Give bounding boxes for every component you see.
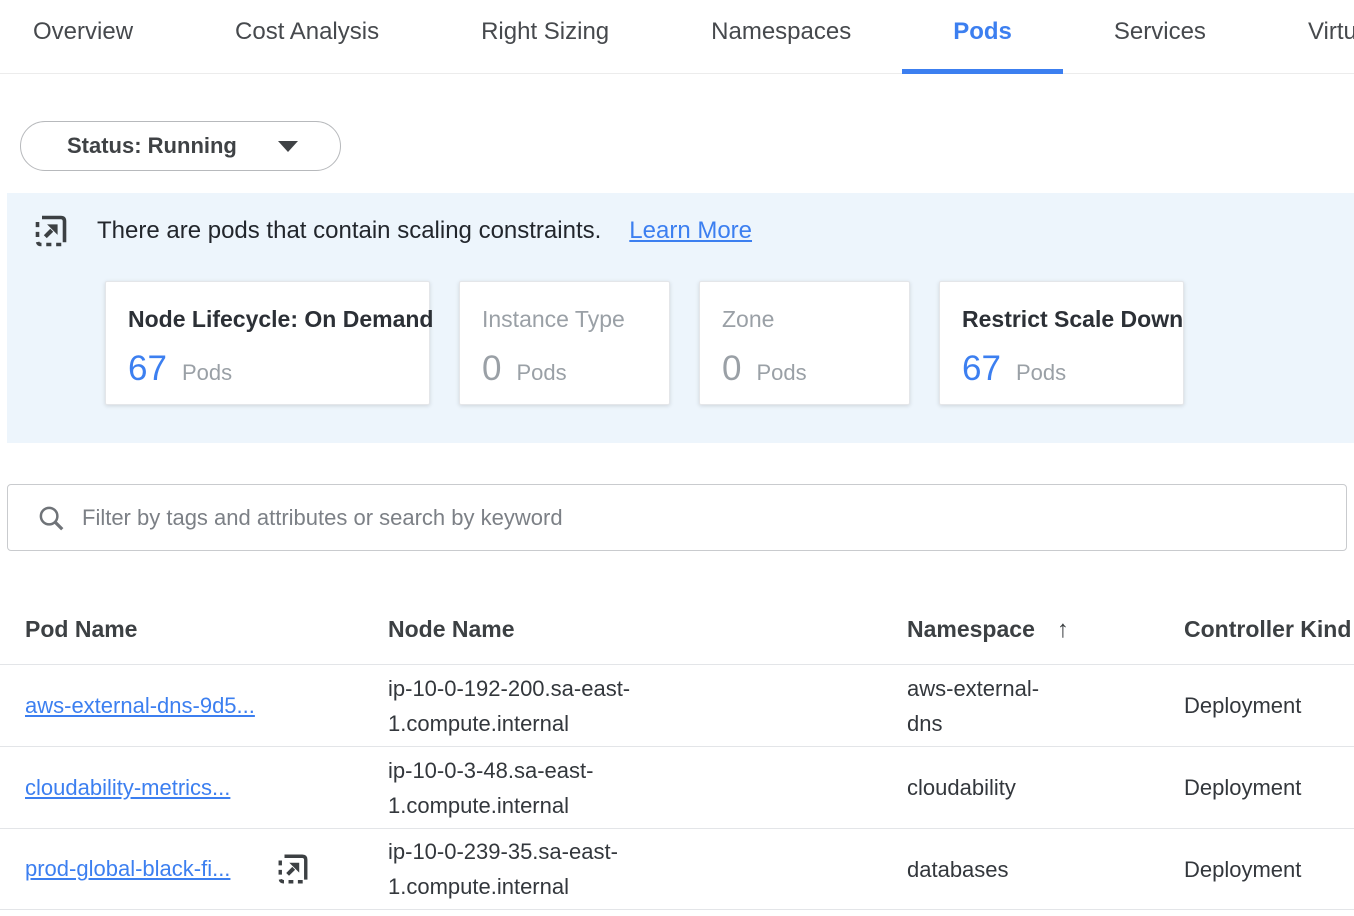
constraint-cards: Node Lifecycle: On Demand 67 Pods Instan… — [105, 281, 1184, 405]
namespace-cell: databases — [907, 856, 1009, 882]
node-name-cell: ip-10-0-192-200.sa-east-1.compute.intern… — [388, 675, 631, 736]
controller-kind-cell: Deployment — [1184, 775, 1302, 800]
column-header-namespace[interactable]: Namespace ↑ — [907, 616, 1184, 644]
search-icon — [36, 503, 66, 533]
tab-right-sizing[interactable]: Right Sizing — [481, 17, 610, 45]
scale-out-icon — [276, 852, 310, 886]
tab-bar: Overview Cost Analysis Right Sizing Name… — [0, 0, 1354, 74]
card-pod-count: 0 — [722, 349, 742, 388]
card-title: Restrict Scale Down — [962, 306, 1184, 332]
node-name-cell: ip-10-0-239-35.sa-east-1.compute.interna… — [388, 839, 618, 899]
pod-name-link[interactable]: prod-global-black-fi... — [25, 856, 231, 881]
tab-pods[interactable]: Pods — [902, 0, 1063, 74]
pod-name-link[interactable]: aws-external-dns-9d5... — [25, 692, 255, 718]
table-row: cloudability-metrics... ip-10-0-3-48.sa-… — [0, 746, 1354, 828]
tab-cost-analysis[interactable]: Cost Analysis — [235, 17, 380, 45]
learn-more-link[interactable]: Learn More — [629, 217, 753, 244]
namespace-cell: aws-external-dns — [907, 675, 1040, 736]
tab-namespaces[interactable]: Namespaces — [711, 17, 852, 45]
column-header-namespace-label: Namespace — [907, 616, 1035, 642]
card-title: Node Lifecycle: On Demand — [128, 306, 434, 332]
card-unit-label: Pods — [181, 360, 233, 385]
column-header-controller-kind[interactable]: Controller Kind — [1184, 616, 1352, 642]
status-filter-label: Status: Running — [67, 133, 237, 158]
table-body: aws-external-dns-9d5... ip-10-0-192-200.… — [0, 664, 1354, 910]
column-header-pod-name[interactable]: Pod Name — [25, 616, 138, 642]
table-row: prod-global-black-fi... ip-10-0-239-35.s… — [0, 828, 1354, 910]
banner-message: There are pods that contain scaling cons… — [97, 217, 602, 244]
scaling-constraints-banner: There are pods that contain scaling cons… — [7, 193, 1354, 443]
card-unit-label: Pods — [516, 360, 567, 385]
node-name-cell: ip-10-0-3-48.sa-east-1.compute.internal — [388, 757, 594, 818]
column-header-node-name[interactable]: Node Name — [388, 616, 515, 642]
card-title: Zone — [722, 306, 775, 332]
card-unit-label: Pods — [1015, 360, 1067, 385]
card-pod-count: 67 — [128, 349, 167, 388]
chevron-down-icon — [278, 140, 298, 152]
scale-out-icon — [33, 213, 69, 249]
table-row: aws-external-dns-9d5... ip-10-0-192-200.… — [0, 664, 1354, 746]
status-filter-dropdown[interactable]: Status: Running — [20, 121, 341, 171]
banner-header: There are pods that contain scaling cons… — [33, 213, 752, 249]
controller-kind-cell: Deployment — [1184, 856, 1302, 882]
search-bar — [7, 484, 1347, 551]
card-pod-count: 0 — [482, 349, 502, 388]
tab-virtual[interactable]: Virtu — [1307, 17, 1354, 45]
controller-kind-cell: Deployment — [1184, 693, 1302, 718]
tab-overview[interactable]: Overview — [33, 17, 134, 45]
table-header-row: Pod Name Node Name Namespace ↑ Controlle… — [0, 595, 1354, 664]
namespace-cell: cloudability — [907, 775, 1016, 800]
card-restrict-scale-down[interactable]: Restrict Scale Down 67 Pods — [939, 281, 1184, 405]
search-input[interactable] — [82, 504, 1326, 531]
sort-ascending-icon: ↑ — [1056, 615, 1069, 643]
pod-name-link[interactable]: cloudability-metrics... — [25, 774, 231, 800]
card-unit-label: Pods — [756, 360, 807, 385]
card-instance-type[interactable]: Instance Type 0 Pods — [459, 281, 670, 405]
tab-services[interactable]: Services — [1113, 17, 1206, 45]
card-pod-count: 67 — [962, 349, 1001, 388]
card-title: Instance Type — [482, 306, 625, 332]
card-node-lifecycle[interactable]: Node Lifecycle: On Demand 67 Pods — [105, 281, 434, 405]
card-zone[interactable]: Zone 0 Pods — [699, 281, 910, 405]
